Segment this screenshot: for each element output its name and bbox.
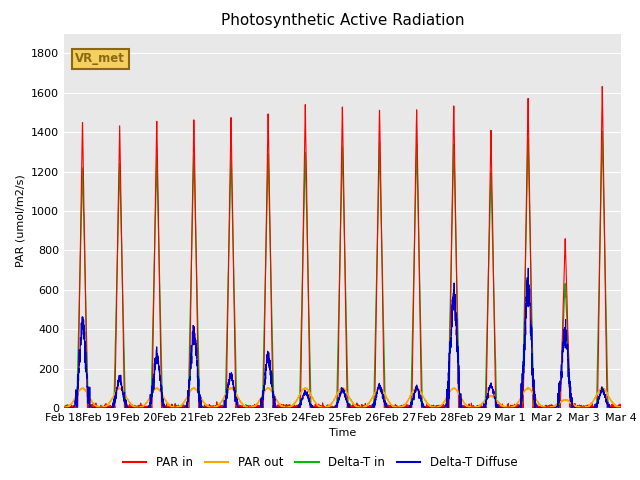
PAR in: [617, 405, 625, 411]
PAR in: [436, 405, 444, 411]
Delta-T in: [467, 405, 475, 411]
PAR in: [60, 405, 68, 411]
Delta-T in: [499, 405, 506, 411]
X-axis label: Time: Time: [329, 429, 356, 438]
Delta-T in: [598, 129, 606, 134]
Line: Delta-T in: Delta-T in: [64, 132, 621, 408]
Line: PAR in: PAR in: [64, 86, 621, 408]
Delta-T Diffuse: [436, 405, 444, 411]
Delta-T Diffuse: [617, 405, 625, 411]
PAR in: [322, 405, 330, 411]
Delta-T Diffuse: [86, 405, 93, 411]
PAR out: [322, 405, 330, 410]
Line: Delta-T Diffuse: Delta-T Diffuse: [64, 268, 621, 408]
Y-axis label: PAR (umol/m2/s): PAR (umol/m2/s): [15, 174, 26, 267]
Line: PAR out: PAR out: [64, 387, 621, 408]
Title: Photosynthetic Active Radiation: Photosynthetic Active Radiation: [221, 13, 464, 28]
Delta-T in: [60, 405, 68, 411]
PAR out: [60, 405, 68, 411]
PAR out: [467, 404, 475, 410]
Delta-T in: [616, 404, 624, 410]
Delta-T Diffuse: [60, 405, 68, 411]
Delta-T in: [322, 405, 330, 411]
Delta-T Diffuse: [616, 405, 624, 411]
Delta-T Diffuse: [322, 405, 330, 411]
PAR out: [161, 396, 168, 401]
Text: VR_met: VR_met: [75, 52, 125, 65]
PAR out: [524, 384, 531, 390]
Delta-T Diffuse: [524, 265, 532, 271]
Delta-T Diffuse: [161, 403, 168, 408]
PAR in: [499, 405, 507, 411]
PAR in: [60, 403, 68, 409]
Delta-T Diffuse: [467, 405, 475, 411]
PAR in: [161, 405, 168, 411]
PAR out: [60, 405, 68, 410]
Legend: PAR in, PAR out, Delta-T in, Delta-T Diffuse: PAR in, PAR out, Delta-T in, Delta-T Dif…: [118, 452, 522, 474]
PAR out: [616, 405, 624, 410]
PAR in: [616, 405, 624, 411]
Delta-T Diffuse: [499, 405, 507, 411]
Delta-T in: [436, 405, 444, 410]
PAR out: [436, 403, 444, 409]
PAR in: [467, 405, 475, 411]
Delta-T in: [617, 405, 625, 411]
PAR in: [598, 84, 606, 89]
PAR out: [499, 403, 507, 409]
PAR out: [617, 405, 625, 411]
Delta-T in: [160, 405, 168, 411]
